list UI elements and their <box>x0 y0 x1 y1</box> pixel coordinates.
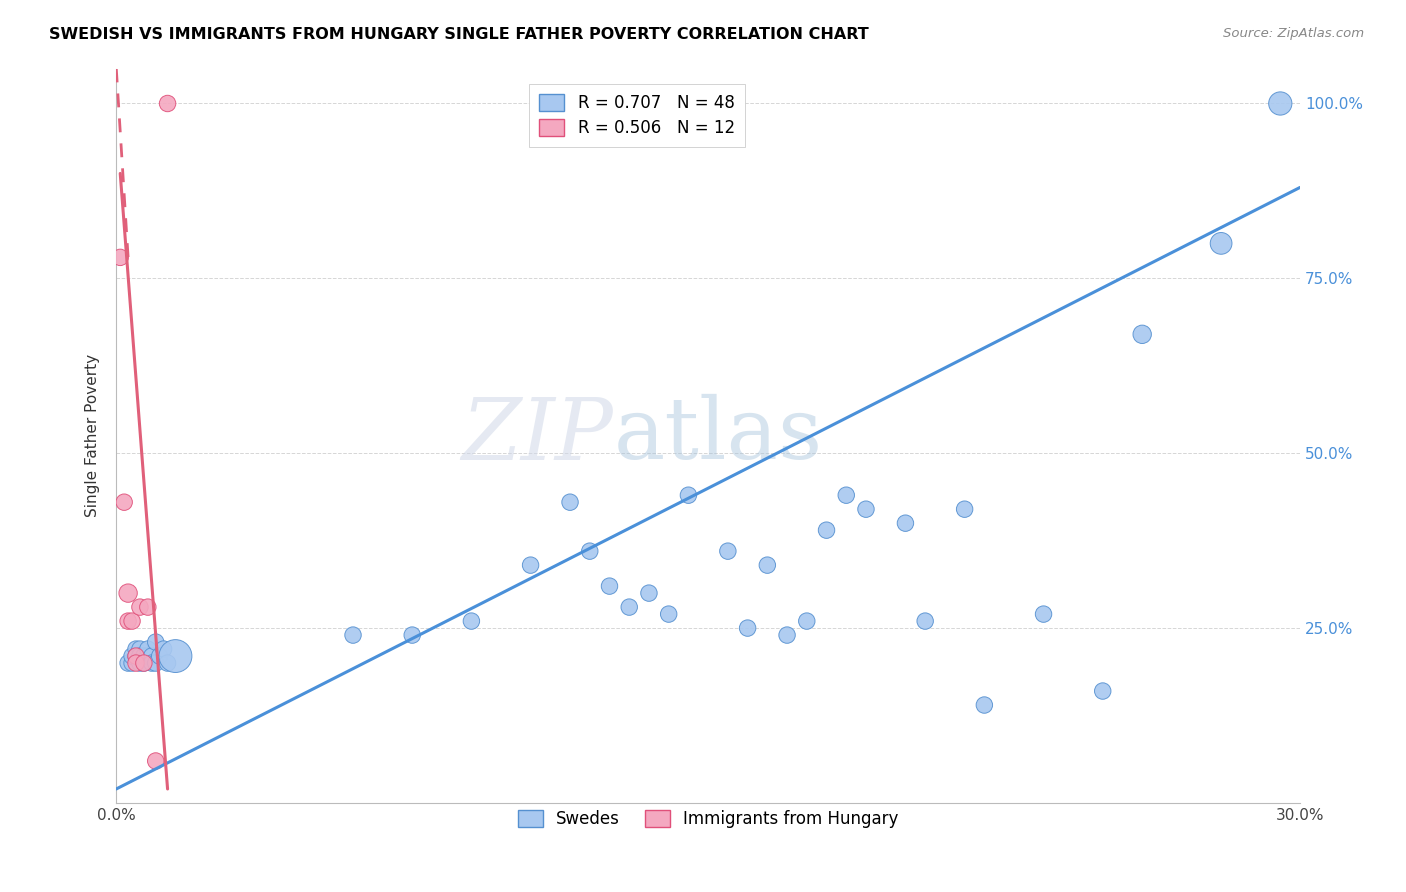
Point <box>125 649 148 664</box>
Y-axis label: Single Father Poverty: Single Father Poverty <box>86 354 100 517</box>
Point <box>578 544 600 558</box>
Text: atlas: atlas <box>613 394 823 477</box>
Point <box>776 628 799 642</box>
Point <box>756 558 779 573</box>
Point <box>136 642 159 657</box>
Point <box>132 656 155 670</box>
Point <box>658 607 681 621</box>
Point <box>121 656 143 670</box>
Point <box>129 656 152 670</box>
Point <box>110 251 132 265</box>
Point <box>117 614 139 628</box>
Point <box>973 698 995 712</box>
Point <box>129 642 152 657</box>
Point <box>112 495 135 509</box>
Point <box>121 649 143 664</box>
Point <box>815 523 838 537</box>
Point <box>1091 684 1114 698</box>
Point <box>141 649 163 664</box>
Point <box>125 656 148 670</box>
Point <box>558 495 581 509</box>
Point <box>914 614 936 628</box>
Point <box>165 649 187 664</box>
Point <box>638 586 661 600</box>
Point <box>894 516 917 531</box>
Point <box>835 488 858 502</box>
Point <box>598 579 620 593</box>
Point <box>737 621 759 635</box>
Text: ZIP: ZIP <box>461 394 613 477</box>
Point <box>1130 327 1153 342</box>
Point <box>152 642 174 657</box>
Point <box>149 649 172 664</box>
Point <box>1209 236 1232 251</box>
Point <box>1270 96 1292 111</box>
Point <box>132 656 155 670</box>
Point <box>141 656 163 670</box>
Point <box>136 600 159 615</box>
Point <box>717 544 740 558</box>
Point <box>132 649 155 664</box>
Text: Source: ZipAtlas.com: Source: ZipAtlas.com <box>1223 27 1364 40</box>
Point <box>121 614 143 628</box>
Point <box>145 635 167 649</box>
Point <box>156 656 179 670</box>
Point <box>796 614 818 628</box>
Point <box>156 96 179 111</box>
Point <box>1032 607 1054 621</box>
Point <box>129 600 152 615</box>
Point <box>117 586 139 600</box>
Point <box>519 558 541 573</box>
Legend: Swedes, Immigrants from Hungary: Swedes, Immigrants from Hungary <box>510 804 905 835</box>
Point <box>117 656 139 670</box>
Point <box>342 628 364 642</box>
Point <box>401 628 423 642</box>
Point <box>145 754 167 768</box>
Point <box>145 656 167 670</box>
Point <box>678 488 700 502</box>
Point <box>136 649 159 664</box>
Point <box>953 502 976 516</box>
Point <box>125 642 148 657</box>
Point <box>125 649 148 664</box>
Point <box>460 614 482 628</box>
Point <box>619 600 641 615</box>
Point <box>855 502 877 516</box>
Text: SWEDISH VS IMMIGRANTS FROM HUNGARY SINGLE FATHER POVERTY CORRELATION CHART: SWEDISH VS IMMIGRANTS FROM HUNGARY SINGL… <box>49 27 869 42</box>
Point <box>129 649 152 664</box>
